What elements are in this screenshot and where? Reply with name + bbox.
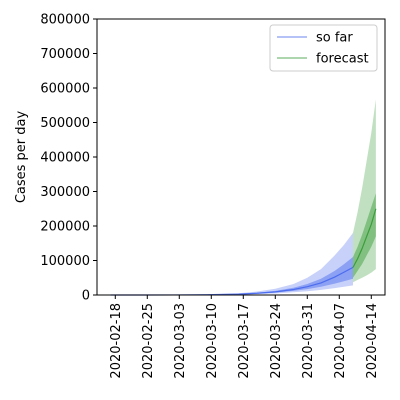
y-tick-label: 500000 bbox=[40, 116, 90, 131]
y-tick-label: 200000 bbox=[40, 220, 90, 235]
x-axis: 2020-02-18 2020-02-25 2020-03-03 2020-03-10… bbox=[109, 295, 380, 379]
y-tick-label: 300000 bbox=[40, 185, 90, 200]
legend-label-forecast: forecast bbox=[316, 52, 369, 67]
x-tick-label: 2020-04-07 bbox=[333, 303, 348, 379]
y-tick-label: 600000 bbox=[40, 82, 90, 97]
bands-layer bbox=[110, 99, 376, 295]
median-line-forecast bbox=[352, 208, 377, 268]
legend: so far forecast bbox=[269, 24, 378, 72]
y-axis-label: Cases per day bbox=[14, 111, 29, 204]
y-axis: 0 100000 200000 300000 400000 500000 600000 700… bbox=[40, 13, 97, 304]
y-tick-label: 800000 bbox=[40, 13, 90, 28]
y-tick-label: 400000 bbox=[40, 151, 90, 166]
y-tick-label: 100000 bbox=[40, 254, 90, 269]
y-tick-label: 0 bbox=[82, 289, 90, 304]
y-tick-label: 700000 bbox=[40, 47, 90, 62]
band-outer-so-far bbox=[110, 232, 354, 295]
legend-label-so-far: so far bbox=[316, 31, 353, 46]
x-tick-label: 2020-03-03 bbox=[173, 303, 188, 379]
band-outer-forecast bbox=[353, 99, 376, 283]
x-tick-label: 2020-03-24 bbox=[269, 303, 284, 379]
x-tick-label: 2020-02-25 bbox=[141, 303, 156, 379]
x-tick-label: 2020-03-17 bbox=[237, 303, 252, 379]
x-tick-label: 2020-02-18 bbox=[109, 303, 124, 379]
x-tick-label: 2020-03-10 bbox=[205, 303, 220, 379]
x-tick-label: 2020-04-14 bbox=[365, 303, 380, 379]
x-tick-label: 2020-03-31 bbox=[301, 303, 316, 379]
